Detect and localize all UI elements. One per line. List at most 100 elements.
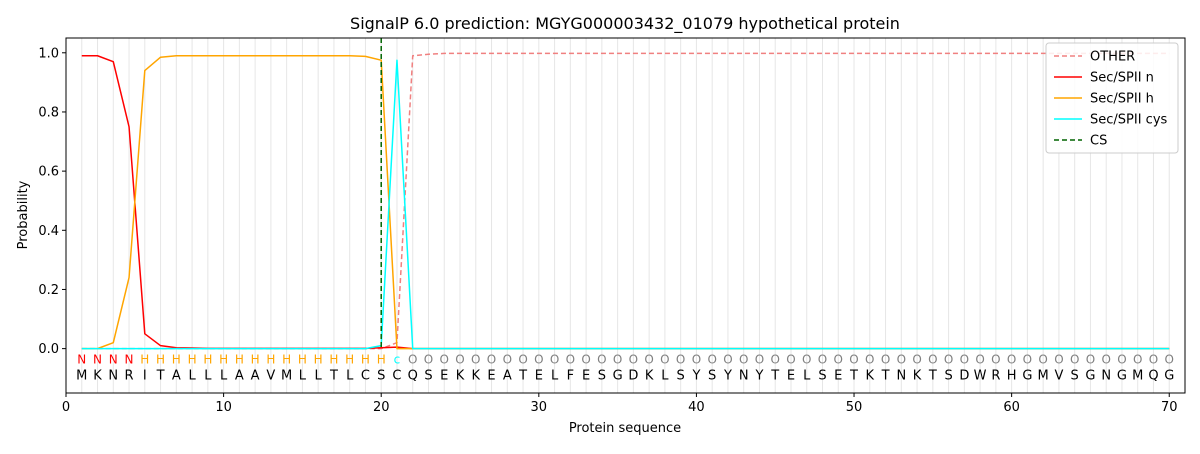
region-label: O: [550, 352, 559, 366]
y-tick-label: 0.6: [38, 165, 59, 180]
region-label: O: [991, 352, 1000, 366]
region-label: H: [282, 352, 291, 366]
region-label: O: [755, 352, 764, 366]
residue-label: E: [440, 369, 448, 384]
residue-label: Y: [691, 369, 700, 384]
residue-label: M: [281, 369, 292, 384]
region-label: H: [140, 352, 149, 366]
region-label: N: [125, 352, 134, 366]
region-label: H: [219, 352, 228, 366]
plot-frame: [65, 37, 1186, 394]
residue-label: L: [346, 369, 354, 384]
y-tick-label: 1.0: [38, 46, 59, 61]
region-label: O: [471, 352, 480, 366]
residue-label: F: [567, 369, 574, 384]
residue-label: L: [220, 369, 228, 384]
residue-label: S: [598, 369, 606, 384]
region-label: O: [1149, 352, 1158, 366]
x-axis-label: Protein sequence: [569, 421, 681, 436]
region-label: H: [235, 352, 244, 366]
residue-label: K: [913, 369, 922, 384]
region-label: O: [692, 352, 701, 366]
region-label: O: [566, 352, 575, 366]
residue-label: D: [959, 369, 969, 384]
legend-label: Sec/SPII h: [1090, 92, 1154, 107]
residue-label: Y: [723, 369, 732, 384]
residue-label: S: [708, 369, 716, 384]
region-label: H: [361, 352, 370, 366]
region-label: O: [834, 352, 843, 366]
legend-label: CS: [1090, 134, 1107, 149]
region-label: H: [298, 352, 307, 366]
legend-box: [1045, 42, 1179, 154]
x-tick-label: 30: [531, 400, 548, 415]
region-label: O: [644, 352, 653, 366]
sequence-layer: NMNKNNNRHIHTHAHLHLHLHAHAHVHMHLHLHTHLHCHS…: [76, 352, 1174, 383]
x-tick-label: 40: [688, 400, 705, 415]
residue-label: H: [1007, 369, 1017, 384]
region-label: O: [487, 352, 496, 366]
residue-label: N: [108, 369, 118, 384]
region-label: O: [660, 352, 669, 366]
region-label: O: [1070, 352, 1079, 366]
residue-label: E: [582, 369, 590, 384]
residue-label: L: [188, 369, 196, 384]
residue-label: W: [974, 369, 987, 384]
residue-label: E: [535, 369, 543, 384]
residue-label: M: [1132, 369, 1143, 384]
residue-label: M: [1038, 369, 1049, 384]
x-tick-label: 10: [215, 400, 232, 415]
region-label: O: [865, 352, 874, 366]
legend: OTHER Sec/SPII n Sec/SPII h Sec/SPII cys CS: [1045, 42, 1179, 154]
region-label: O: [1165, 352, 1174, 366]
residue-label: E: [834, 369, 842, 384]
region-label: O: [897, 352, 906, 366]
residue-label: I: [143, 369, 147, 384]
residue-label: K: [472, 369, 481, 384]
residue-label: Q: [408, 369, 418, 384]
region-label: O: [408, 352, 417, 366]
region-label: O: [1023, 352, 1032, 366]
residue-label: S: [677, 369, 685, 384]
region-label: O: [770, 352, 779, 366]
series-line-0: [81, 52, 1170, 350]
residue-label: L: [661, 369, 669, 384]
region-label: O: [723, 352, 732, 366]
region-label: N: [93, 352, 102, 366]
region-label: H: [266, 352, 275, 366]
region-label: O: [802, 352, 811, 366]
region-label: O: [1133, 352, 1142, 366]
region-label: O: [534, 352, 543, 366]
region-label: H: [329, 352, 338, 366]
series-line-3: [81, 59, 1170, 350]
region-label: O: [613, 352, 622, 366]
residue-label: T: [881, 369, 890, 384]
residue-label: E: [787, 369, 795, 384]
residue-label: L: [299, 369, 307, 384]
axes-layer: 0 10 20 30 40 50 60 70 0.0 0.2 0.4 0.6 0.8 1.0: [38, 37, 1186, 415]
residue-label: L: [315, 369, 323, 384]
region-label: O: [849, 352, 858, 366]
region-label: O: [424, 352, 433, 366]
region-label: H: [345, 352, 354, 366]
series-layer: [81, 38, 1170, 350]
region-label: O: [1054, 352, 1063, 366]
y-tick-label: 0.2: [38, 283, 59, 298]
legend-label: Sec/SPII n: [1090, 71, 1154, 86]
region-label: H: [314, 352, 323, 366]
residue-label: T: [770, 369, 779, 384]
y-tick-label: 0.0: [38, 342, 59, 357]
residue-label: T: [928, 369, 937, 384]
region-label: O: [503, 352, 512, 366]
region-label: N: [77, 352, 86, 366]
residue-label: S: [818, 369, 826, 384]
region-label: O: [786, 352, 795, 366]
region-label: O: [518, 352, 527, 366]
residue-label: D: [628, 369, 638, 384]
region-label: O: [676, 352, 685, 366]
residue-label: T: [518, 369, 527, 384]
residue-label: L: [551, 369, 559, 384]
residue-label: N: [896, 369, 906, 384]
